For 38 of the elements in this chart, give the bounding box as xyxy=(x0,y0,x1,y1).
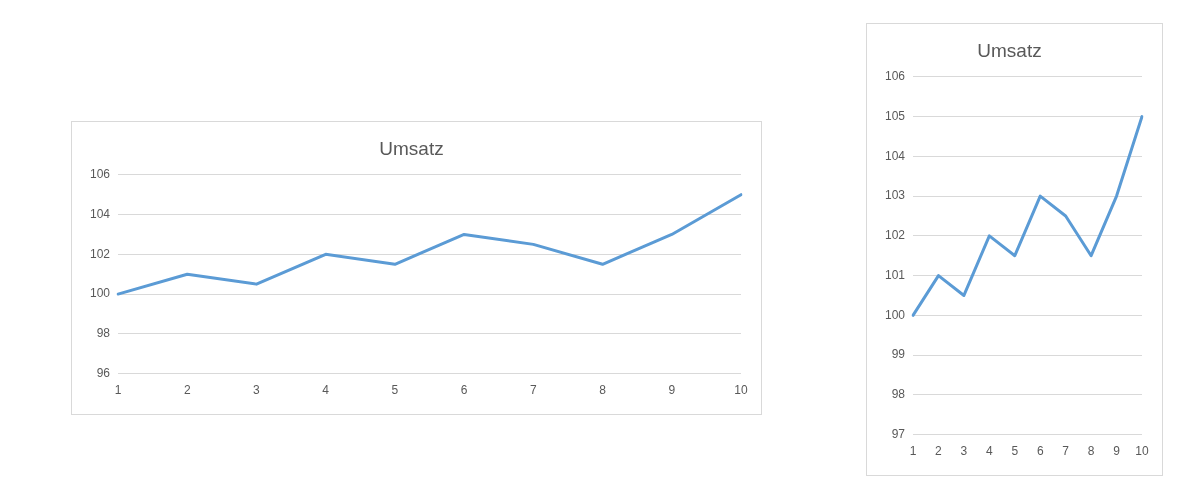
y-tick-label: 105 xyxy=(884,108,906,123)
x-tick-label: 8 xyxy=(1087,444,1095,459)
y-tick-label: 96 xyxy=(96,365,111,380)
x-tick-label: 5 xyxy=(1011,444,1019,459)
y-tick-label: 103 xyxy=(884,188,906,203)
y-tick-label: 102 xyxy=(884,228,906,243)
x-tick-label: 8 xyxy=(599,383,607,398)
y-tick-label: 100 xyxy=(884,307,906,322)
x-tick-label: 7 xyxy=(1062,444,1070,459)
y-tick-label: 99 xyxy=(891,347,906,362)
chart-title: Umsatz xyxy=(379,137,444,159)
x-tick-label: 9 xyxy=(1113,444,1121,459)
x-tick-label: 7 xyxy=(530,383,537,398)
x-tick-label: 4 xyxy=(986,444,993,459)
y-tick-label: 104 xyxy=(884,148,906,163)
y-tick-label: 101 xyxy=(884,267,906,282)
y-tick-label: 98 xyxy=(96,326,111,341)
x-tick-label: 5 xyxy=(391,383,399,398)
x-tick-label: 2 xyxy=(183,383,191,398)
x-tick-label: 10 xyxy=(1135,444,1149,459)
x-tick-label: 10 xyxy=(734,383,748,398)
x-tick-label: 6 xyxy=(460,383,468,398)
y-tick-label: 97 xyxy=(891,426,906,441)
chart-title: Umsatz xyxy=(977,39,1042,61)
x-tick-label: 1 xyxy=(909,444,917,459)
x-tick-label: 9 xyxy=(668,383,676,398)
y-tick-label: 106 xyxy=(89,167,111,182)
y-tick-label: 100 xyxy=(89,286,111,301)
x-tick-label: 6 xyxy=(1036,444,1044,459)
x-tick-label: 4 xyxy=(322,383,330,398)
y-tick-label: 102 xyxy=(89,246,111,261)
x-tick-label: 1 xyxy=(114,383,122,398)
y-tick-label: 106 xyxy=(884,69,906,84)
x-tick-label: 3 xyxy=(960,444,968,459)
x-tick-label: 3 xyxy=(253,383,261,398)
y-tick-label: 104 xyxy=(89,206,111,221)
y-tick-label: 98 xyxy=(891,387,906,402)
x-tick-label: 2 xyxy=(935,444,943,459)
